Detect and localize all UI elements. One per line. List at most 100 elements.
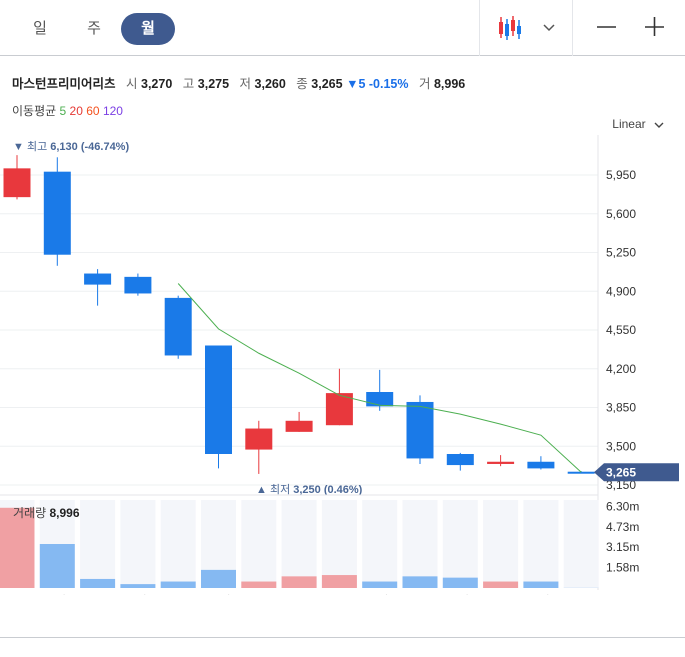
volume-bar-background [321, 500, 357, 588]
change-value: 5 [358, 77, 366, 91]
candle [325, 393, 353, 426]
volume-bar-background [563, 500, 599, 588]
x-tick-label: 10월 [206, 594, 230, 595]
close-value: 3,265 [311, 77, 343, 91]
candle [527, 461, 555, 469]
zoom-in-button[interactable] [642, 14, 668, 40]
toolbar-divider [479, 0, 480, 56]
candle [205, 345, 232, 454]
close-label: 종 [296, 77, 308, 91]
volume-bar-background [442, 500, 478, 588]
ma-label: 이동평균 [12, 104, 57, 118]
candle [124, 276, 152, 294]
low-label: 저 [239, 77, 252, 91]
candle [164, 297, 192, 356]
volume-bar [80, 578, 116, 588]
bottom-divider [0, 637, 685, 638]
volume-tick-label: 6.30m [606, 499, 639, 513]
x-tick-label: 8월 [129, 594, 147, 595]
volume-bar [160, 581, 196, 588]
volume-bar [0, 507, 35, 588]
low-annotation: ▲ 최저 3,250 (0.46%) [256, 483, 363, 496]
volume-bar [523, 581, 559, 588]
candle [567, 471, 595, 474]
ma-period-5: 5 [59, 104, 67, 118]
toolbar: 일 주 월 [0, 0, 685, 56]
x-tick-label: 2023 [286, 594, 313, 595]
candle [43, 171, 71, 255]
price-chart[interactable]: 5,950 5,600 5,250 4,900 4,550 4,200 3,850 3,500… [0, 135, 685, 595]
volume-bar [241, 581, 277, 588]
volume-bar-background [120, 500, 156, 588]
chart-type-selector[interactable] [496, 14, 560, 42]
candle [366, 392, 394, 407]
y-tick-label: 4,900 [606, 284, 636, 298]
candle [487, 461, 515, 464]
volume-bar [201, 569, 236, 588]
ma-period-120: 120 [102, 104, 123, 118]
candlestick-icon [499, 16, 555, 40]
x-tick-label: 6월 [48, 594, 66, 595]
y-tick-label: 3,150 [606, 478, 636, 492]
volume-bar-background [402, 500, 438, 588]
stock-name: 마스턴프리미어리츠 [12, 77, 116, 91]
tab-day[interactable]: 일 [33, 20, 47, 37]
change-arrow: ▼ [346, 77, 359, 91]
volume-bar-background [281, 500, 317, 588]
zoom-out-button[interactable] [594, 14, 620, 40]
y-tick-label: 3,850 [606, 401, 636, 415]
volume-label: 거래량 8,996 [13, 506, 80, 520]
volume-bar [402, 576, 438, 588]
last-price-tag [594, 463, 679, 482]
volume-bar [281, 576, 317, 588]
candle [84, 273, 112, 285]
candle [3, 168, 31, 198]
volume-bar [39, 544, 75, 588]
y-tick-label: 5,600 [606, 207, 636, 221]
y-tick-label: 3,500 [606, 439, 636, 453]
y-tick-label: 4,200 [606, 362, 636, 376]
high-value: 3,275 [197, 77, 230, 91]
volume-bar-background [80, 500, 116, 588]
toolbar-divider [572, 0, 573, 56]
candle [406, 401, 434, 459]
chevron-down-icon [654, 122, 664, 128]
scale-selector[interactable]: Linear [612, 117, 665, 131]
volume-bar [321, 575, 357, 588]
open-value: 3,270 [141, 77, 173, 91]
volume-label: 거 [418, 77, 431, 91]
scale-label: Linear [612, 117, 646, 131]
x-tick-label: 2월 [371, 594, 389, 595]
y-tick-label: 5,250 [606, 246, 636, 260]
tab-month[interactable]: 월 [121, 13, 175, 45]
x-tick-label: 6월 [532, 594, 550, 595]
volume-bar-background [362, 500, 398, 588]
minus-icon [597, 26, 616, 28]
ma-period-20: 20 [69, 104, 83, 118]
volume-bar [442, 577, 478, 588]
volume-value: 8,996 [433, 77, 466, 91]
plus-icon [645, 17, 664, 36]
volume-bar-background [523, 500, 559, 588]
tab-week[interactable]: 주 [87, 20, 101, 37]
y-tick-label: 4,550 [606, 323, 636, 337]
ma-line [177, 283, 582, 473]
volume-bar-background [160, 500, 196, 588]
volume-bar [362, 581, 398, 588]
x-tick-label: 4월 [451, 594, 469, 595]
last-price-label: 3,265 [606, 465, 636, 479]
open-label: 시 [126, 77, 138, 91]
volume-tick-label: 3.15m [606, 540, 639, 554]
high-annotation: ▼ 최고 6,130 (-46.74%) [13, 140, 129, 153]
candle [285, 420, 313, 432]
low-value: 3,260 [254, 77, 286, 91]
volume-tick-label: 4.73m [606, 520, 639, 534]
moving-average-legend[interactable]: 이동평균 5 20 60 120 [12, 102, 123, 119]
volume-bar [120, 584, 156, 588]
y-tick-label: 5,950 [606, 168, 636, 182]
volume-tick-label: 1.58m [606, 561, 639, 575]
volume-bar-background [483, 500, 519, 588]
chevron-down-icon [543, 24, 555, 32]
candle [245, 428, 273, 450]
high-label: 고 [182, 77, 195, 91]
